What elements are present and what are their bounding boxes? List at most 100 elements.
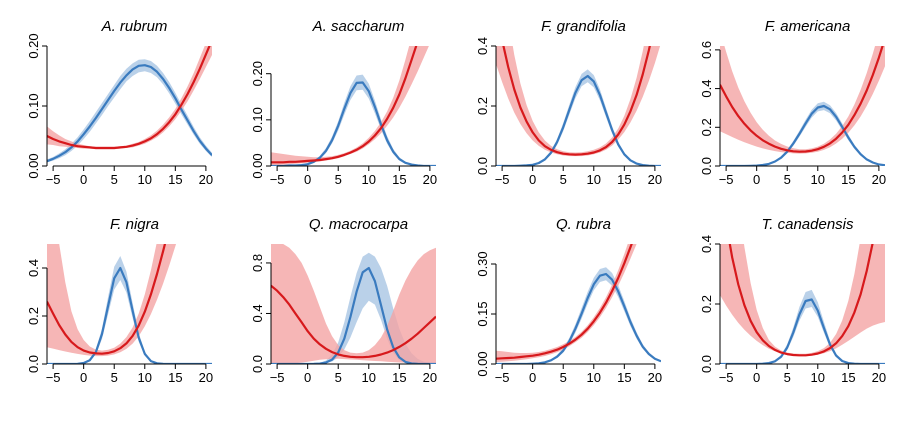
blue-series-line <box>271 266 436 364</box>
x-tick-label: 5 <box>784 370 791 385</box>
panel-7: Q. rubra −5 0 5 10 15 20 0.00 0.15 0.30 <box>475 216 662 385</box>
y-tick-label: 0.00 <box>475 351 490 376</box>
y-tick-label: 0.2 <box>699 118 714 136</box>
red-confidence-band <box>47 46 212 150</box>
x-tick-label: 0 <box>529 370 536 385</box>
panel-title: F. grandifolia <box>541 18 626 35</box>
x-tick-label: 0 <box>80 370 87 385</box>
blue-confidence-band <box>47 59 212 163</box>
y-tick-label: 0.4 <box>475 37 490 55</box>
y-tick-label: 0.4 <box>26 259 41 277</box>
y-tick-label: 0.15 <box>475 301 490 326</box>
plot-area <box>271 244 436 364</box>
x-tick-label: 10 <box>138 370 152 385</box>
x-tick-label: −5 <box>46 172 61 187</box>
x-tick-label: 15 <box>617 172 631 187</box>
blue-series-line <box>47 64 212 163</box>
blue-series-line <box>496 272 661 364</box>
x-tick-label: −5 <box>495 370 510 385</box>
red-confidence-band <box>720 244 885 357</box>
x-tick-label: 5 <box>784 172 791 187</box>
red-confidence-band <box>271 244 436 364</box>
x-tick-label: 0 <box>753 370 760 385</box>
red-confidence-band <box>720 46 885 154</box>
panel-title: A. saccharum <box>312 18 405 35</box>
x-tick-label: 10 <box>587 172 601 187</box>
red-series-line <box>720 46 884 153</box>
x-tick-label: 10 <box>811 172 825 187</box>
panel-title: F. americana <box>765 18 851 35</box>
y-tick-label: 0.30 <box>475 251 490 276</box>
x-tick-label: 20 <box>423 370 437 385</box>
panel-8: T. canadensis −5 0 5 10 15 20 0.0 0.2 0.4 <box>699 216 886 385</box>
y-tick-label: 0.6 <box>699 41 714 59</box>
y-tick-label: 0.2 <box>26 307 41 325</box>
red-confidence-band <box>496 244 637 362</box>
plot-area <box>720 244 885 364</box>
x-tick-label: 20 <box>199 172 213 187</box>
panel-title: Q. macrocarpa <box>309 216 408 233</box>
panel-4: F. americana −5 0 5 10 15 20 0.0 0.2 0.4 0.6 <box>699 18 886 187</box>
plot-area <box>47 244 212 364</box>
red-series-line <box>496 244 633 360</box>
plot-area <box>496 244 661 364</box>
y-tick-label: 0.2 <box>475 97 490 115</box>
x-tick-label: 10 <box>587 370 601 385</box>
x-tick-label: 20 <box>872 172 886 187</box>
x-tick-label: 0 <box>80 172 87 187</box>
blue-confidence-band <box>271 74 436 166</box>
x-tick-label: −5 <box>46 370 61 385</box>
y-tick-label: 0.0 <box>699 355 714 373</box>
y-tick-label: 0.00 <box>26 153 41 178</box>
x-tick-label: 20 <box>199 370 213 385</box>
blue-confidence-band <box>496 267 661 364</box>
red-series-line <box>47 244 167 355</box>
x-tick-label: 20 <box>872 370 886 385</box>
x-tick-label: 5 <box>111 370 118 385</box>
red-series-line <box>271 46 418 164</box>
y-tick-label: 0.20 <box>250 61 265 86</box>
x-tick-label: 15 <box>168 370 182 385</box>
x-tick-label: 5 <box>560 172 567 187</box>
panel-title: Q. rubra <box>556 216 611 233</box>
x-tick-label: 20 <box>648 370 662 385</box>
x-tick-label: 0 <box>304 370 311 385</box>
y-tick-label: 0.0 <box>26 355 41 373</box>
x-tick-label: 15 <box>392 370 406 385</box>
y-tick-label: 0.20 <box>26 33 41 58</box>
red-series-line <box>47 46 211 150</box>
x-tick-label: 10 <box>811 370 825 385</box>
red-series-line <box>271 284 436 359</box>
red-confidence-band <box>496 46 661 157</box>
blue-confidence-band <box>720 289 885 364</box>
x-tick-label: 20 <box>648 172 662 187</box>
y-tick-label: 0.4 <box>699 80 714 98</box>
x-tick-label: 0 <box>753 172 760 187</box>
panel-1: A. rubrum −5 0 5 10 15 20 0.00 0.10 0.20 <box>26 18 213 187</box>
panel-2: A. saccharum −5 0 5 10 15 20 0.00 0.10 0.20 <box>250 18 437 187</box>
x-tick-label: 20 <box>423 172 437 187</box>
y-tick-label: 0.4 <box>699 235 714 253</box>
x-tick-label: 10 <box>362 172 376 187</box>
y-tick-label: 0.10 <box>26 93 41 118</box>
y-tick-label: 0.0 <box>475 157 490 175</box>
x-tick-label: 0 <box>304 172 311 187</box>
x-tick-label: 0 <box>529 172 536 187</box>
panel-5: F. nigra −5 0 5 10 15 20 0.0 0.2 0.4 <box>26 216 213 385</box>
x-tick-label: −5 <box>719 370 734 385</box>
x-tick-label: 15 <box>168 172 182 187</box>
x-tick-label: −5 <box>270 370 285 385</box>
x-tick-label: 5 <box>335 370 342 385</box>
y-tick-label: 0.0 <box>250 355 265 373</box>
y-tick-label: 0.8 <box>250 254 265 272</box>
panel-3: F. grandifolia −5 0 5 10 15 20 0.0 0.2 0.4 <box>475 18 662 187</box>
x-tick-label: −5 <box>719 172 734 187</box>
x-tick-label: 15 <box>841 172 855 187</box>
x-tick-label: 5 <box>560 370 567 385</box>
y-tick-label: 0.10 <box>250 107 265 132</box>
red-series-line <box>502 46 651 156</box>
panel-6: Q. macrocarpa −5 0 5 10 15 20 0.0 0.4 0.8 <box>250 216 437 385</box>
blue-series-line <box>271 81 436 166</box>
x-tick-label: 5 <box>111 172 118 187</box>
